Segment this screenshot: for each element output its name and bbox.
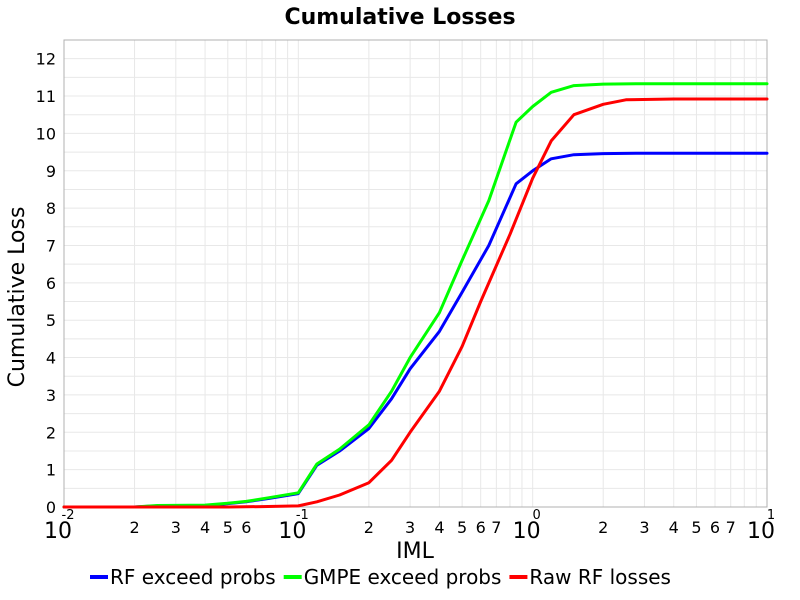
x-major-tick-exponent: 0: [533, 508, 541, 523]
x-minor-tick-label: 5: [457, 518, 467, 537]
grid-lines: [64, 40, 767, 507]
x-minor-tick-label: 3: [639, 518, 649, 537]
x-minor-tick-label: 3: [171, 518, 181, 537]
y-tick-label: 11: [36, 87, 56, 106]
series-line: [62, 97, 769, 509]
x-minor-tick-label: 6: [710, 518, 720, 537]
y-tick-label: 5: [46, 311, 56, 330]
y-tick-label: 8: [46, 199, 56, 218]
x-minor-tick-label: 4: [434, 518, 444, 537]
legend-entry: GMPE exceed probs: [304, 565, 502, 589]
plot-frame: [63, 39, 768, 508]
x-axis-label: IML: [396, 539, 434, 564]
x-minor-tick-label: 5: [223, 518, 233, 537]
x-minor-tick-label: 4: [669, 518, 679, 537]
chart-title: Cumulative Losses: [284, 5, 515, 30]
y-tick-label: 3: [46, 386, 56, 405]
x-major-tick-exponent: -2: [62, 508, 75, 523]
y-axis-label: Cumulative Loss: [5, 207, 30, 388]
x-major-tick-base: 10: [44, 519, 72, 544]
y-tick-label: 9: [46, 162, 56, 181]
x-minor-tick-label: 7: [726, 518, 736, 537]
series-lines: [62, 82, 769, 509]
legend-entry: RF exceed probs: [110, 565, 276, 589]
series-line: [62, 151, 769, 509]
y-tick-label: 1: [46, 461, 56, 480]
x-minor-tick-label: 3: [405, 518, 415, 537]
legend-entry: Raw RF losses: [529, 565, 671, 589]
y-tick-label: 7: [46, 236, 56, 255]
series-line: [62, 82, 769, 509]
x-major-tick-exponent: 1: [767, 508, 775, 523]
x-minor-tick-label: 6: [476, 518, 486, 537]
x-major-tick-exponent: -1: [296, 508, 309, 523]
y-tick-label: 6: [46, 274, 56, 293]
legend: RF exceed probs GMPE exceed probs Raw RF l…: [90, 565, 671, 589]
x-minor-tick-label: 6: [241, 518, 251, 537]
x-major-tick-base: 10: [278, 519, 306, 544]
y-tick-label: 10: [36, 124, 56, 143]
x-major-tick-base: 10: [513, 519, 541, 544]
x-major-tick-base: 10: [747, 519, 775, 544]
x-minor-tick-label: 5: [691, 518, 701, 537]
x-minor-tick-label: 2: [129, 518, 139, 537]
x-minor-tick-label: 4: [200, 518, 210, 537]
x-minor-tick-label: 2: [598, 518, 608, 537]
y-tick-label: 2: [46, 423, 56, 442]
y-tick-label: 4: [46, 349, 56, 368]
x-minor-tick-label: 7: [491, 518, 501, 537]
y-tick-label: 12: [36, 50, 56, 69]
y-tick-label: 0: [46, 498, 56, 517]
x-minor-tick-label: 2: [364, 518, 374, 537]
